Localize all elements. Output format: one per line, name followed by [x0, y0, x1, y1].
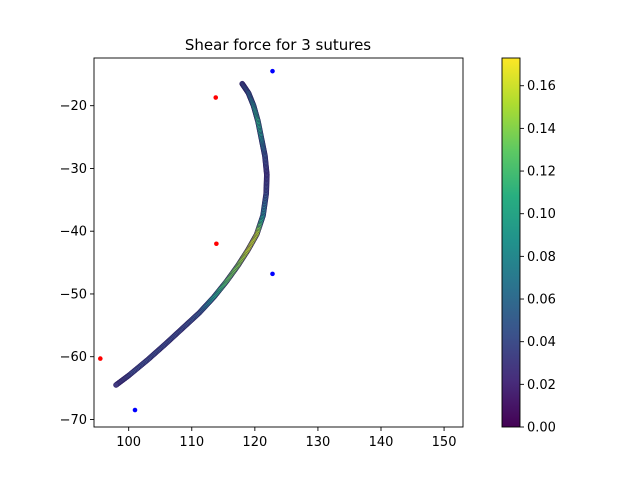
wound-curve: [113, 80, 270, 388]
extraction-point: [270, 271, 275, 277]
y-axis: −70 −60 −50 −40 −30 −20: [60, 99, 94, 428]
colorbar-tick-label: 0.10: [527, 207, 556, 222]
curve-point: [113, 382, 119, 388]
x-tick-label: 120: [242, 435, 267, 450]
x-tick-label: 150: [432, 435, 457, 450]
colorbar-tick-label: 0.08: [527, 250, 556, 265]
insertion-point: [214, 241, 219, 247]
colorbar-tick-label: 0.00: [527, 421, 556, 436]
insertion-point: [98, 356, 103, 361]
x-tick-label: 140: [369, 435, 394, 450]
plot-area: 100 110 120 130 140 150 −70 −60 −50 −40 −30 −20: [60, 57, 464, 450]
colorbar-tick-label: 0.16: [527, 79, 556, 94]
colorbar-gradient: [501, 57, 521, 428]
y-tick-label: −70: [60, 413, 87, 428]
insertion-point: [213, 95, 219, 100]
x-axis: 100 110 120 130 140 150: [116, 427, 456, 450]
x-tick-label: 100: [116, 435, 141, 450]
y-tick-label: −20: [60, 99, 87, 114]
colorbar-ticks: 0.00 0.02 0.04 0.06 0.08 0.10 0.12 0.14 0.16: [520, 79, 556, 436]
y-tick-label: −60: [60, 350, 87, 365]
y-tick-label: −50: [60, 287, 87, 302]
suture-points: [98, 68, 275, 413]
colorbar-tick-label: 0.04: [527, 335, 556, 350]
colorbar-tick-label: 0.12: [527, 165, 556, 180]
extraction-point: [132, 407, 138, 413]
x-tick-label: 110: [179, 435, 204, 450]
extraction-point: [270, 68, 275, 74]
colorbar-tick-label: 0.06: [527, 293, 556, 308]
colorbar-tick-label: 0.02: [527, 378, 556, 393]
colorbar-tick-label: 0.14: [527, 122, 556, 137]
y-tick-label: −30: [60, 162, 87, 177]
chart-title: Shear force for 3 sutures: [185, 36, 371, 54]
y-tick-label: −40: [60, 225, 87, 240]
axes-frame: [93, 57, 464, 428]
colorbar: 0.00 0.02 0.04 0.06 0.08 0.10 0.12 0.14 0.16: [501, 57, 556, 436]
x-tick-label: 130: [306, 435, 331, 450]
